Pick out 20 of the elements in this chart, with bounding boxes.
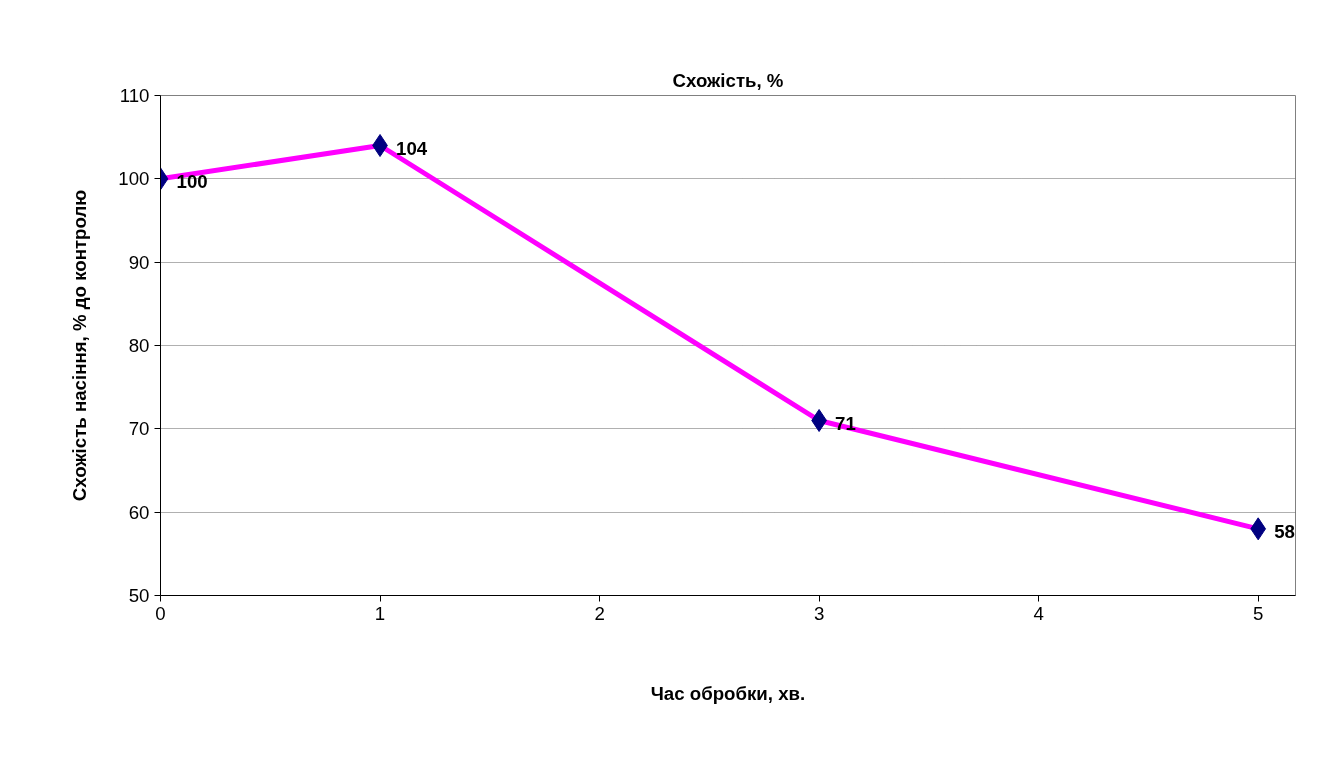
y-tick-label: 90 [128, 251, 150, 273]
data-label: 58 [1274, 521, 1295, 543]
y-axis-title: Схожість насіння, % до контролю [69, 189, 91, 502]
x-tick-label: 2 [594, 602, 605, 624]
data-label: 104 [396, 138, 428, 159]
y-tick-label: 100 [118, 168, 150, 190]
y-tick-label: 70 [128, 418, 150, 440]
y-tick-label: 50 [128, 585, 150, 606]
x-tick-label: 1 [374, 602, 386, 624]
y-tick-label: 110 [119, 85, 150, 106]
data-label: 100 [176, 171, 208, 193]
point [1250, 517, 1267, 541]
x-tick-label: 0 [155, 602, 166, 624]
y-tick-label: 80 [128, 335, 150, 356]
x-axis-title: Час обробки, хв. [650, 682, 806, 704]
x-tick-label: 4 [1033, 602, 1044, 624]
y-tick-label: 60 [128, 501, 150, 523]
x-tick-label: 3 [813, 602, 825, 624]
chart-title: Схожість, % [672, 69, 784, 91]
x-tick-label: 5 [1252, 602, 1264, 624]
